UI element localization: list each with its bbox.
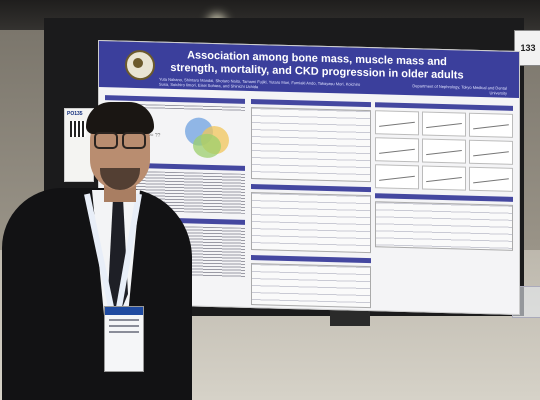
glasses-lens <box>122 132 146 149</box>
glasses-lens <box>94 132 118 149</box>
beard <box>100 168 140 190</box>
qr-code-icon <box>70 121 86 137</box>
glasses-icon <box>94 132 146 149</box>
badge-line <box>109 325 139 327</box>
badge-line <box>109 331 139 333</box>
badge-line <box>109 319 139 321</box>
badge-band <box>105 307 143 315</box>
name-badge <box>104 306 144 372</box>
side-sign-tag: PO135 <box>67 111 83 117</box>
hair <box>86 102 154 134</box>
